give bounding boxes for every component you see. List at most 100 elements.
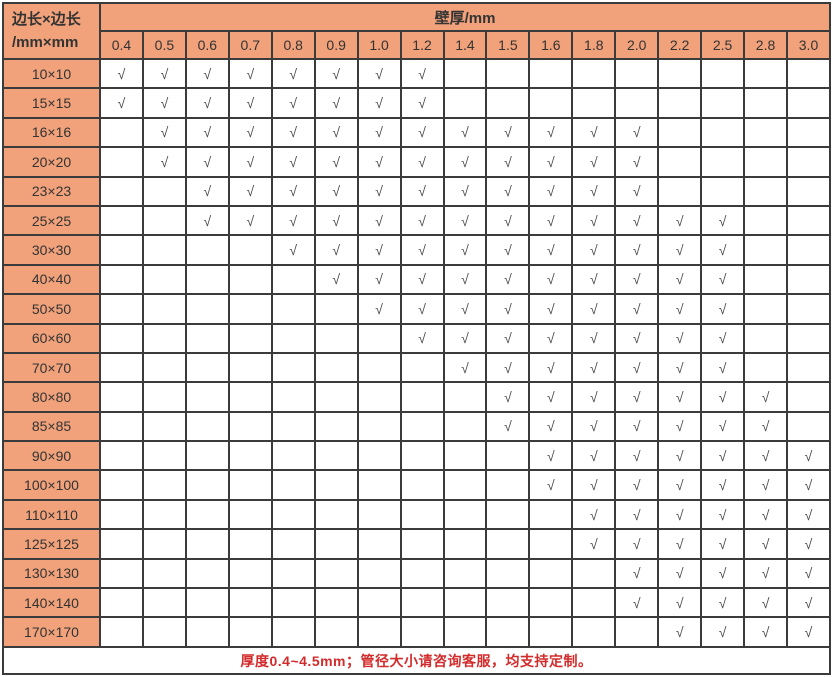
- empty-cell: [99, 498, 144, 531]
- empty-cell: [743, 175, 788, 207]
- empty-cell: [99, 116, 144, 149]
- empty-cell: [786, 57, 831, 90]
- empty-cell: [700, 116, 746, 149]
- empty-cell: [99, 557, 144, 590]
- empty-cell: [313, 557, 359, 590]
- table-row: 80×80 √ √ √ √ √ √ √: [2, 381, 831, 413]
- empty-cell: [700, 175, 746, 207]
- empty-cell: [141, 204, 187, 237]
- check-cell: √: [571, 410, 617, 443]
- empty-cell: [786, 87, 831, 119]
- check-cell: √: [614, 263, 660, 296]
- empty-cell: [227, 440, 273, 472]
- empty-cell: [399, 498, 445, 531]
- empty-cell: [485, 528, 531, 560]
- empty-cell: [313, 293, 359, 325]
- row-label: 25×25: [2, 204, 101, 237]
- table-row: 85×85 √ √ √ √ √ √ √: [2, 410, 831, 443]
- check-cell: √: [657, 234, 703, 266]
- empty-cell: [99, 293, 144, 325]
- check-cell: √: [571, 116, 617, 149]
- check-cell: √: [313, 263, 359, 296]
- corner-header: 边长×边长 /mm×mm: [2, 2, 101, 60]
- check-cell: √: [270, 87, 316, 119]
- empty-cell: [399, 351, 445, 384]
- empty-cell: [356, 616, 402, 648]
- check-cell: √: [571, 498, 617, 531]
- check-cell: √: [657, 616, 703, 648]
- check-cell: √: [184, 57, 230, 90]
- row-label: 90×90: [2, 440, 101, 472]
- empty-cell: [270, 557, 316, 590]
- empty-cell: [528, 57, 574, 90]
- empty-cell: [442, 440, 488, 472]
- empty-cell: [270, 263, 316, 296]
- check-cell: √: [571, 351, 617, 384]
- empty-cell: [99, 234, 144, 266]
- check-cell: √: [485, 322, 531, 354]
- check-cell: √: [786, 498, 831, 531]
- check-cell: √: [356, 293, 402, 325]
- check-cell: √: [442, 263, 488, 296]
- table-header: 边长×边长 /mm×mm 壁厚/mm 0.4 0.5 0.6 0.7 0.8 0.9 1.0…: [2, 2, 831, 60]
- check-cell: √: [528, 351, 574, 384]
- check-cell: √: [614, 557, 660, 590]
- check-cell: √: [442, 204, 488, 237]
- empty-cell: [141, 616, 187, 648]
- table-body: 10×10 √ √ √ √ √ √ √ √ 15×15 √ √ √ √ √ √ √ √ 16×16 √ √ √ √ √ √ √ √ √…: [2, 57, 831, 648]
- empty-cell: [141, 587, 187, 619]
- check-cell: √: [184, 146, 230, 178]
- check-cell: √: [270, 234, 316, 266]
- row-label: 16×16: [2, 116, 101, 149]
- check-cell: √: [399, 175, 445, 207]
- empty-cell: [743, 263, 788, 296]
- check-cell: √: [141, 146, 187, 178]
- empty-cell: [227, 528, 273, 560]
- check-cell: √: [528, 234, 574, 266]
- empty-cell: [528, 557, 574, 590]
- column-header-0.8: 0.8: [270, 30, 316, 60]
- empty-cell: [184, 616, 230, 648]
- check-cell: √: [786, 616, 831, 648]
- check-cell: √: [657, 440, 703, 472]
- check-cell: √: [485, 204, 531, 237]
- check-cell: √: [657, 498, 703, 531]
- empty-cell: [141, 351, 187, 384]
- empty-cell: [184, 528, 230, 560]
- check-cell: √: [270, 116, 316, 149]
- check-cell: √: [528, 322, 574, 354]
- empty-cell: [786, 204, 831, 237]
- table-row: 10×10 √ √ √ √ √ √ √ √: [2, 57, 831, 90]
- empty-cell: [184, 410, 230, 443]
- empty-cell: [184, 469, 230, 501]
- empty-cell: [356, 557, 402, 590]
- table-row: 16×16 √ √ √ √ √ √ √ √ √ √ √ √: [2, 116, 831, 149]
- empty-cell: [99, 381, 144, 413]
- row-label: 15×15: [2, 87, 101, 119]
- check-cell: √: [399, 57, 445, 90]
- empty-cell: [356, 469, 402, 501]
- empty-cell: [485, 557, 531, 590]
- check-cell: √: [227, 146, 273, 178]
- empty-cell: [442, 528, 488, 560]
- check-cell: √: [184, 175, 230, 207]
- empty-cell: [99, 175, 144, 207]
- empty-cell: [399, 469, 445, 501]
- empty-cell: [786, 351, 831, 384]
- empty-cell: [356, 528, 402, 560]
- empty-cell: [99, 469, 144, 501]
- column-header-1.0: 1.0: [356, 30, 402, 60]
- check-cell: √: [700, 322, 746, 354]
- table-row: 20×20 √ √ √ √ √ √ √ √ √ √ √ √: [2, 146, 831, 178]
- check-cell: √: [528, 204, 574, 237]
- row-label: 10×10: [2, 57, 101, 90]
- check-cell: √: [657, 469, 703, 501]
- check-cell: √: [700, 528, 746, 560]
- empty-cell: [99, 204, 144, 237]
- check-cell: √: [614, 410, 660, 443]
- empty-cell: [743, 204, 788, 237]
- check-cell: √: [700, 469, 746, 501]
- empty-cell: [528, 87, 574, 119]
- empty-cell: [227, 322, 273, 354]
- empty-cell: [571, 587, 617, 619]
